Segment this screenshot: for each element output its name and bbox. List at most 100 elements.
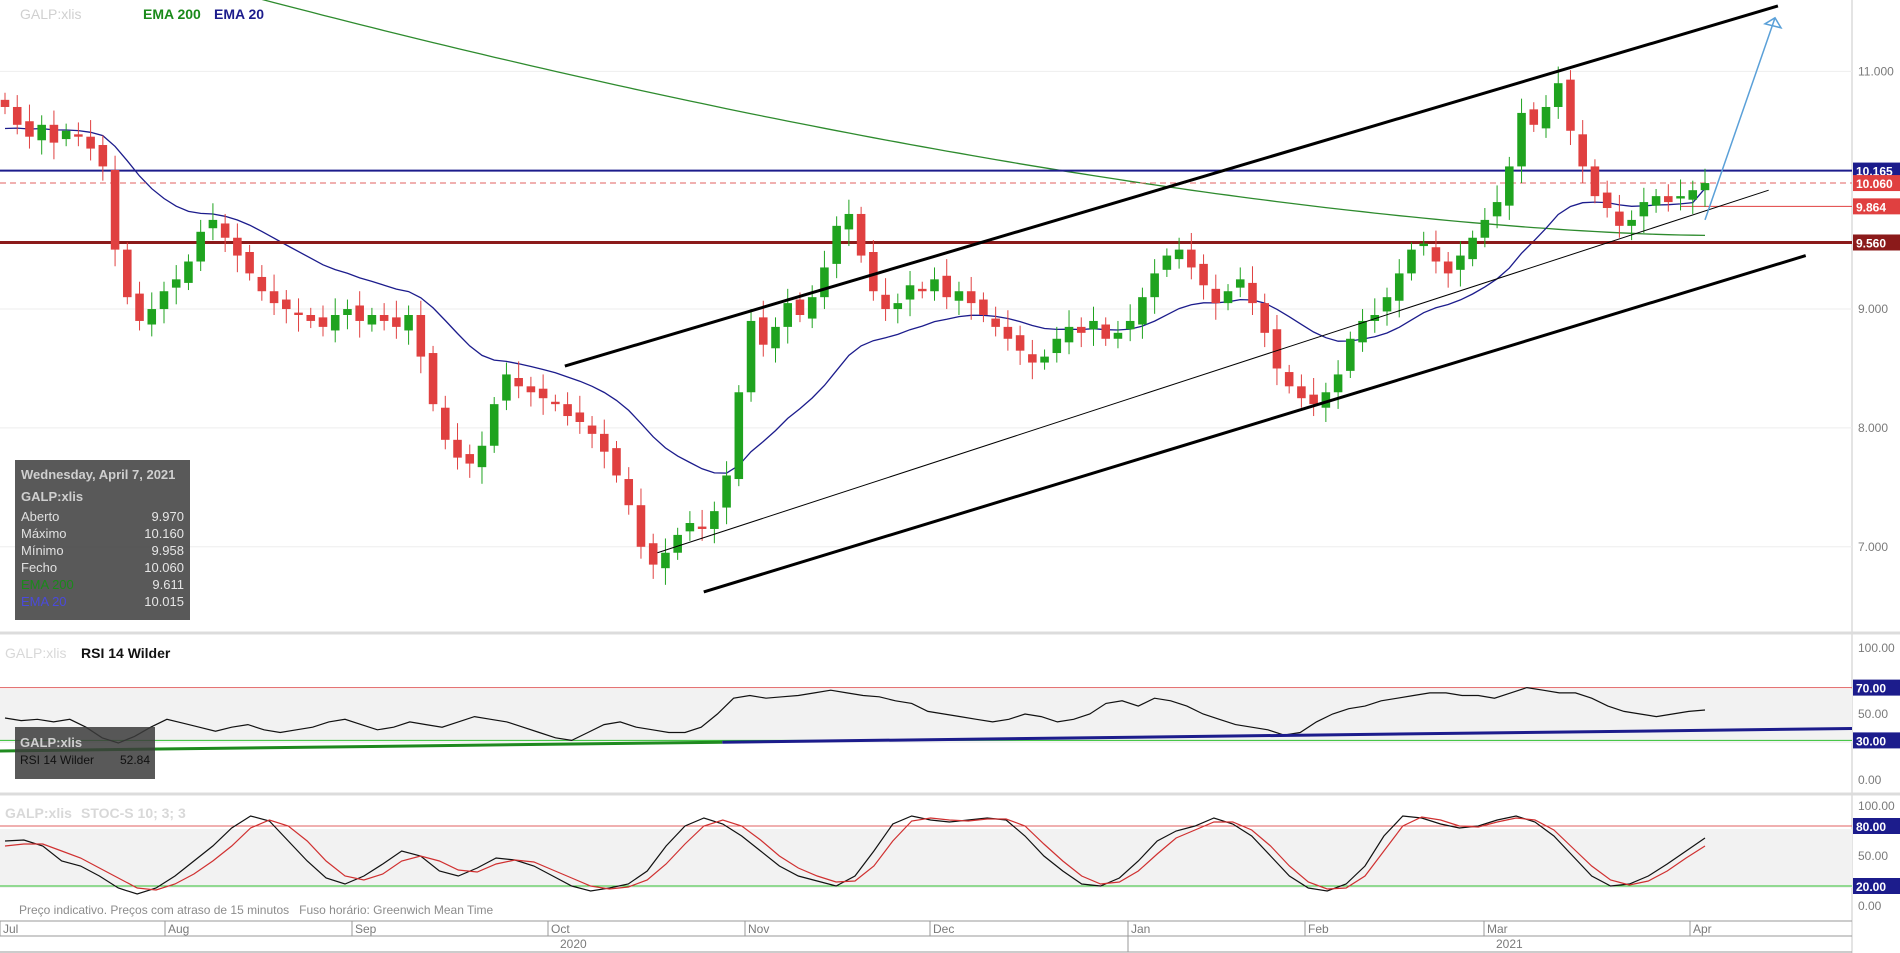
price-tick-label: 11.000 (1858, 64, 1894, 78)
rsi-line (4, 686, 1706, 744)
stoch-badge: 80.00 (1853, 818, 1900, 834)
candle (355, 291, 364, 338)
candle (1639, 187, 1649, 233)
stoch-tick-label: 100.00 (1858, 799, 1895, 813)
candle-body (343, 309, 352, 315)
candle-body (1150, 273, 1159, 298)
candle-body (917, 288, 927, 292)
candle-body (600, 433, 609, 452)
candle-body (979, 299, 988, 315)
candle (758, 300, 768, 357)
candle (367, 307, 377, 332)
candle-body (1028, 354, 1037, 363)
candle-body (1199, 263, 1208, 286)
month-label: Apr (1693, 922, 1712, 936)
candle-body (294, 312, 303, 315)
inner-line-line (657, 189, 1769, 554)
candle-body (1125, 320, 1135, 330)
info-date: Wednesday, April 7, 2021 (21, 467, 176, 482)
stoch-tick-label: 50.00 (1858, 849, 1888, 863)
candle-body (245, 252, 254, 274)
candle (869, 240, 878, 301)
candle-body (685, 523, 695, 532)
candle (37, 115, 46, 155)
candle (722, 461, 731, 525)
candle (1064, 310, 1074, 355)
candle-body (86, 136, 95, 149)
candle (489, 397, 499, 453)
candle-body (1272, 329, 1282, 369)
candle (1480, 208, 1490, 248)
candle (856, 206, 866, 263)
candle-body (1468, 237, 1477, 260)
candle (1346, 331, 1355, 378)
month-label: Jul (3, 922, 18, 936)
candle (1297, 374, 1306, 408)
candle-body (1688, 190, 1698, 200)
candle (648, 533, 658, 579)
candle-body (551, 401, 560, 405)
info-row-label: EMA 200 (21, 577, 74, 592)
candle-body (220, 223, 230, 238)
candle (416, 300, 426, 374)
price-badge-bg (1853, 162, 1900, 179)
candle (1688, 180, 1698, 214)
info-row-value: 10.015 (144, 594, 184, 609)
candle (783, 288, 793, 344)
candle-body (269, 291, 279, 304)
candle-body (1480, 219, 1490, 238)
rsi-symbol-label: GALP:xlis (5, 645, 66, 661)
month-label: Dec (933, 922, 954, 936)
candle-body (514, 378, 523, 387)
candle-body (1040, 356, 1049, 363)
candle-body (661, 552, 670, 569)
candle-body (734, 392, 744, 480)
month-label: Aug (168, 922, 189, 936)
target-arrow (1704, 17, 1776, 221)
target-arrow-head (1763, 16, 1783, 29)
candle (1333, 360, 1343, 409)
stoch-d-line (4, 816, 1706, 891)
candle-body (123, 249, 132, 298)
candle-body (1052, 338, 1062, 354)
ema200-line (261, 0, 1706, 237)
candle (147, 292, 157, 337)
candle-body (1346, 338, 1355, 371)
candle-body (942, 275, 952, 298)
candle-body (416, 315, 426, 357)
candle (844, 199, 854, 247)
candle (453, 423, 462, 470)
candle-body (807, 297, 817, 319)
candle (1431, 230, 1441, 274)
candle-body (184, 261, 193, 283)
candle (294, 298, 303, 332)
candle-body (1223, 291, 1233, 304)
stoch-tick-label: 20.00 (1856, 880, 1886, 894)
candle-body (1174, 249, 1184, 260)
info-row-label: EMA 20 (21, 594, 67, 609)
rsi-tick-label: 0.00 (1858, 773, 1882, 787)
candle-body (0, 99, 10, 107)
candle (514, 361, 523, 399)
candle-body (453, 439, 462, 458)
price-badge-bg (1853, 234, 1900, 251)
candle (404, 305, 413, 345)
candle-body (392, 317, 401, 327)
candle (61, 123, 71, 147)
candle-body (355, 305, 364, 321)
candle (612, 441, 621, 483)
candle-body (196, 231, 205, 262)
candle (1394, 259, 1404, 318)
candle-body (710, 511, 719, 529)
candle-body (159, 291, 169, 310)
candle (563, 392, 572, 426)
candle (208, 203, 218, 241)
price-badge-label: 9.864 (1856, 200, 1886, 214)
candle-body (1541, 106, 1551, 129)
stoch-badge-bg (1853, 878, 1900, 894)
candle (1235, 267, 1245, 298)
candle (1260, 293, 1269, 348)
candle (269, 274, 279, 315)
info-row: Máximo 10.160 (21, 525, 184, 542)
